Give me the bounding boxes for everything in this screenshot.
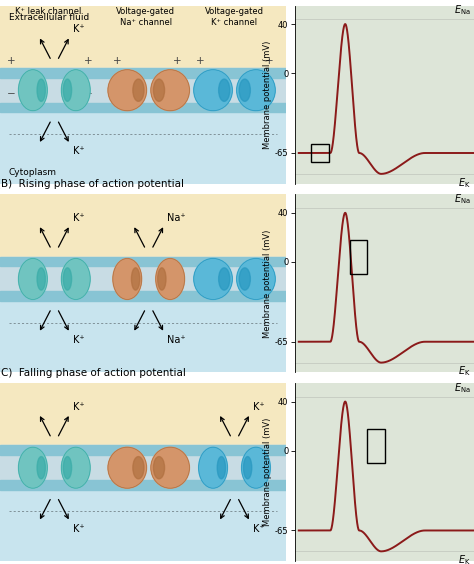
Ellipse shape [154, 79, 164, 102]
Text: K⁺: K⁺ [73, 524, 84, 534]
Ellipse shape [199, 447, 228, 488]
Ellipse shape [62, 447, 90, 488]
Text: Extracellular fluid: Extracellular fluid [9, 13, 89, 22]
Text: −: − [113, 89, 122, 99]
Y-axis label: Membrane potential (mV): Membrane potential (mV) [263, 229, 272, 338]
Text: −: − [173, 89, 182, 99]
Bar [0, 455, 286, 480]
Ellipse shape [63, 268, 72, 290]
Text: +: + [113, 56, 121, 66]
Text: Cytoplasm: Cytoplasm [9, 168, 56, 177]
Text: K⁺: K⁺ [73, 213, 84, 223]
Bar [0, 112, 286, 184]
Text: $E_\mathrm{Na}$: $E_\mathrm{Na}$ [454, 381, 470, 395]
Ellipse shape [237, 258, 275, 299]
Bar [0, 446, 286, 490]
Y-axis label: Membrane potential (mV): Membrane potential (mV) [263, 418, 272, 526]
Text: K⁺ leak channel: K⁺ leak channel [16, 7, 82, 16]
Bar [0, 78, 286, 103]
Ellipse shape [219, 79, 230, 102]
Text: Voltage-gated
K⁺ channel: Voltage-gated K⁺ channel [205, 7, 264, 27]
Ellipse shape [194, 70, 232, 111]
Ellipse shape [37, 79, 46, 102]
Text: K⁺: K⁺ [73, 146, 84, 156]
Text: K⁺: K⁺ [73, 24, 84, 34]
Bar [0, 383, 286, 446]
Text: −: − [84, 89, 93, 99]
Text: −: − [264, 89, 273, 99]
Text: K⁺: K⁺ [73, 335, 84, 345]
Text: −: − [196, 89, 205, 99]
Ellipse shape [62, 258, 90, 299]
Text: +: + [7, 56, 16, 66]
Text: Na⁺: Na⁺ [167, 335, 186, 345]
Ellipse shape [244, 457, 252, 479]
Text: $E_\mathrm{K}$: $E_\mathrm{K}$ [458, 553, 470, 564]
Text: K⁺: K⁺ [253, 524, 264, 534]
Bar [0, 68, 286, 112]
Bar [0, 257, 286, 267]
Ellipse shape [37, 457, 46, 479]
Text: $E_\mathrm{Na}$: $E_\mathrm{Na}$ [454, 192, 470, 206]
Ellipse shape [237, 70, 275, 111]
Text: $E_\mathrm{Na}$: $E_\mathrm{Na}$ [454, 3, 470, 17]
Ellipse shape [18, 447, 47, 488]
Ellipse shape [133, 457, 144, 479]
Bar [0, 292, 286, 301]
Text: (B)  Rising phase of action potential: (B) Rising phase of action potential [0, 179, 184, 189]
Ellipse shape [219, 268, 230, 290]
Bar [0, 267, 286, 292]
Bar [0, 301, 286, 372]
Ellipse shape [113, 258, 142, 299]
Text: +: + [84, 56, 93, 66]
Text: Voltage-gated
Na⁺ channel: Voltage-gated Na⁺ channel [116, 7, 175, 27]
Ellipse shape [154, 457, 164, 479]
Ellipse shape [239, 268, 250, 290]
Bar [0, 257, 286, 301]
Text: Na⁺: Na⁺ [167, 213, 186, 223]
Ellipse shape [156, 258, 184, 299]
Ellipse shape [151, 447, 190, 488]
Ellipse shape [63, 79, 72, 102]
Ellipse shape [18, 70, 47, 111]
Ellipse shape [37, 268, 46, 290]
Ellipse shape [108, 447, 146, 488]
Text: −: − [7, 89, 16, 99]
Bar [367, 429, 384, 463]
Ellipse shape [217, 457, 226, 479]
Bar [0, 446, 286, 455]
Text: K⁺: K⁺ [253, 402, 264, 412]
Bar [0, 68, 286, 78]
Ellipse shape [239, 79, 250, 102]
Ellipse shape [158, 268, 166, 290]
Text: +: + [196, 56, 204, 66]
Ellipse shape [63, 457, 72, 479]
Bar [350, 240, 367, 274]
Ellipse shape [242, 447, 270, 488]
Text: $E_\mathrm{K}$: $E_\mathrm{K}$ [458, 364, 470, 378]
Ellipse shape [108, 70, 146, 111]
Ellipse shape [133, 79, 144, 102]
Bar [0, 480, 286, 490]
Text: +: + [173, 56, 182, 66]
Bar [0, 103, 286, 112]
Text: $E_\mathrm{K}$: $E_\mathrm{K}$ [458, 176, 470, 190]
Bar [0, 195, 286, 257]
Ellipse shape [18, 258, 47, 299]
Text: +: + [264, 56, 273, 66]
Bar [0, 490, 286, 561]
Text: (C)  Falling phase of action potential: (C) Falling phase of action potential [0, 368, 186, 378]
Ellipse shape [194, 258, 232, 299]
Bar [0, 6, 286, 68]
Ellipse shape [151, 70, 190, 111]
Bar [311, 144, 328, 162]
Text: K⁺: K⁺ [73, 402, 84, 412]
Y-axis label: Membrane potential (mV): Membrane potential (mV) [263, 41, 272, 149]
Ellipse shape [131, 268, 140, 290]
Ellipse shape [62, 70, 90, 111]
